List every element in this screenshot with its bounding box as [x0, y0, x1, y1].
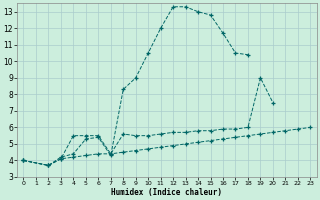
X-axis label: Humidex (Indice chaleur): Humidex (Indice chaleur)	[111, 188, 222, 197]
